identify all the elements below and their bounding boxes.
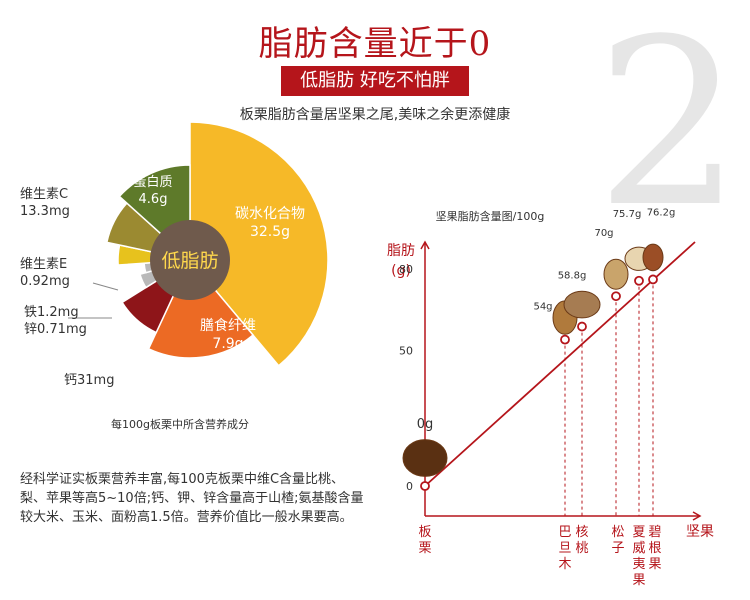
value-label: 75.7g (613, 209, 642, 220)
value-label: 54g (533, 302, 552, 313)
label-vitamin-e: 维生素E 0.92mg (20, 256, 70, 290)
slice-value-protein: 4.6g (139, 192, 168, 207)
category-label: 木 (558, 557, 571, 572)
value-label: 76.2g (647, 207, 676, 218)
nut-icon (642, 243, 664, 272)
value-label: 70g (594, 228, 613, 239)
pie-center-circle (150, 220, 230, 300)
y-axis-label: 脂肪 (387, 243, 415, 259)
label-calcium: 钙31mg (64, 373, 115, 388)
y-tick-label: 80 (399, 263, 413, 276)
nut-icon (603, 258, 629, 290)
category-label: 夏 (632, 525, 645, 540)
background-numeral: 2 (595, 0, 742, 258)
category-label: 旦 (558, 541, 571, 556)
pie-center-label: 低脂肪 (161, 250, 218, 272)
data-point (611, 291, 621, 302)
x-axis-label: 坚果 (686, 524, 714, 540)
drop-lines (564, 279, 654, 516)
label-vitamin-c: 维生素C 13.3mg (20, 186, 70, 220)
leader-line-iron-zinc (92, 282, 119, 291)
slice-label-carbohydrate: 碳水化合物 (235, 206, 305, 222)
category-label: 碧 (648, 525, 661, 540)
label-iron-zinc: 铁1.2mg 锌0.71mg (24, 304, 87, 338)
label-vitamin-e-value: 0.92mg (20, 274, 70, 289)
value-label: 58.8g (558, 271, 587, 282)
y-tick-label: 50 (399, 344, 413, 357)
category-label: 板 (418, 525, 431, 540)
value-label: 0g (417, 417, 434, 432)
category-label: 桃 (575, 541, 588, 556)
nut-icons (402, 243, 664, 477)
label-vitamin-c-name: 维生素C (20, 187, 69, 202)
slice-label-protein: 蛋白质 (133, 174, 172, 190)
tagline: 板栗脂肪含量居坚果之尾,美味之余更添健康 (239, 107, 511, 123)
label-vitamin-e-name: 维生素E (20, 257, 68, 272)
category-label: 核 (575, 525, 588, 540)
label-zinc-value: 锌0.71mg (24, 322, 87, 337)
data-points (420, 274, 658, 491)
data-point (634, 275, 644, 286)
page-title: 脂肪含量近于0 (258, 24, 492, 64)
subtitle-banner: 低脂肪 好吃不怕胖 (281, 66, 469, 96)
data-point (420, 481, 430, 491)
slice-label-fiber: 膳食纤维 (200, 317, 256, 334)
category-label: 根 (648, 541, 661, 556)
category-label: 威 (632, 541, 645, 556)
category-label: 栗 (418, 541, 431, 556)
description-text: 经科学证实板栗营养丰富,每100克板栗中维C含量比桃、梨、苹果等高5~10倍;钙… (20, 472, 364, 525)
data-point (560, 334, 570, 345)
pie-slice (147, 258, 255, 359)
label-vitamin-c-value: 13.3mg (20, 204, 70, 219)
x-axis-arrow (692, 511, 702, 521)
y-ticks: 0 50 80 (399, 263, 413, 493)
line-chart-title: 坚果脂肪含量图/100g (436, 209, 545, 223)
pie-chart-title: 每100g板栗中所含营养成分 (111, 417, 249, 431)
category-label: 果 (648, 557, 661, 572)
label-iron-value: 铁1.2mg (24, 305, 79, 320)
category-label: 子 (611, 541, 624, 556)
data-point (648, 274, 658, 285)
nutrition-pie-chart: 低脂肪 碳水化合物 32.5g 膳食纤维 7.9g 蛋白质 4.6g 每100g… (68, 121, 329, 431)
category-label: 果 (632, 573, 645, 588)
category-label: 夷 (632, 556, 645, 572)
category-label: 巴 (558, 525, 571, 540)
nut-icon (402, 439, 448, 477)
y-tick-label: 0 (406, 480, 413, 493)
data-point (577, 321, 587, 332)
slice-value-carbohydrate: 32.5g (250, 224, 290, 240)
y-axis-arrow (420, 240, 430, 250)
nut-icon (563, 290, 601, 319)
slice-value-fiber: 7.9g (212, 336, 243, 352)
category-label: 松 (611, 525, 624, 540)
y-axis-unit: (g) (391, 263, 411, 279)
chart-axes (420, 240, 702, 521)
pie-slice (189, 121, 329, 367)
